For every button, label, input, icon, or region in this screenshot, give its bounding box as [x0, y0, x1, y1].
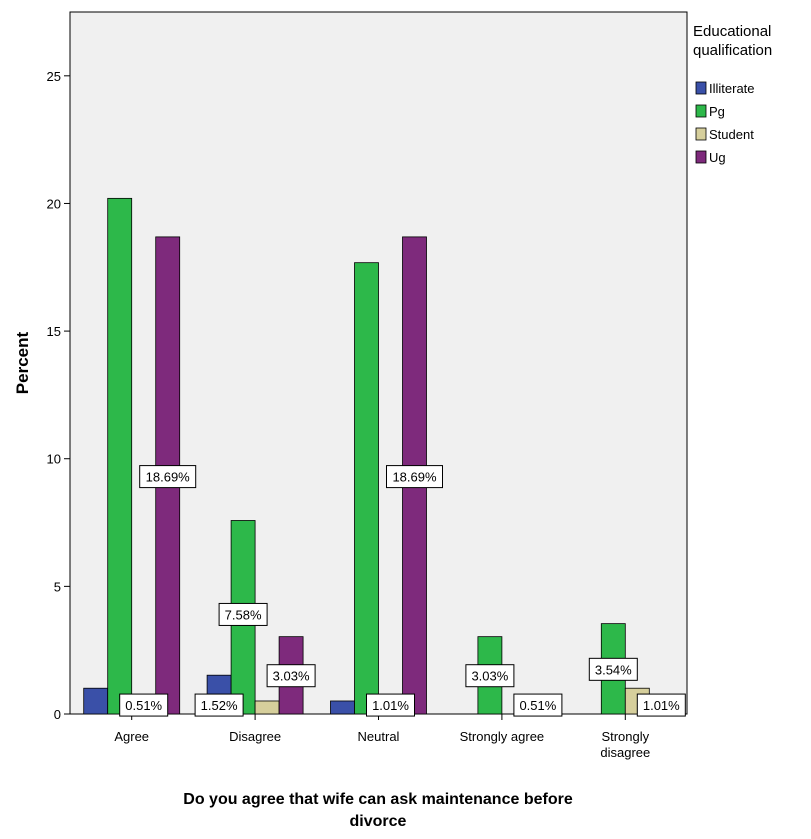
legend-label: Ug	[709, 150, 726, 165]
y-tick-label: 25	[47, 69, 61, 84]
legend-swatch	[695, 127, 707, 141]
data-label: 0.51%	[519, 698, 556, 713]
data-label: 1.52%	[201, 698, 238, 713]
data-label-box	[194, 693, 244, 717]
x-tick-label: Disagree	[229, 729, 281, 744]
x-tick-label: Agree	[114, 729, 149, 744]
legend-label: Student	[709, 127, 754, 142]
x-axis-title-line-2: divorce	[350, 813, 407, 830]
legend-title: Educational	[693, 23, 771, 40]
legend: Educational qualification Illiterate Pg Stud…	[693, 23, 772, 165]
bar-illiterate	[83, 687, 109, 715]
y-tick-label: 15	[47, 324, 61, 339]
data-label: 3.03%	[471, 669, 508, 684]
legend-swatch	[695, 81, 707, 95]
y-tick-label: 5	[54, 579, 61, 594]
data-label-box	[139, 465, 197, 489]
data-label-box	[218, 602, 268, 626]
data-label: 18.69%	[146, 470, 191, 485]
data-label: 1.01%	[372, 698, 409, 713]
data-label-box	[513, 693, 563, 717]
data-label: 1.01%	[643, 698, 680, 713]
data-label: 3.03%	[273, 669, 310, 684]
legend-title: qualification	[693, 42, 772, 59]
data-label: 18.69%	[392, 470, 437, 485]
y-tick-label: 10	[47, 452, 61, 467]
legend-label: Pg	[709, 104, 725, 119]
x-axis-title-line-1: Do you agree that wife can ask maintenan…	[183, 791, 573, 808]
legend-label: Illiterate	[709, 81, 755, 96]
bar-pg	[107, 197, 133, 715]
x-tick-label: Strongly	[601, 729, 649, 744]
x-axis: Agree Disagree Neutral Strongly agree Strong…	[114, 714, 650, 760]
y-tick-label: 20	[47, 196, 61, 211]
data-label-box	[366, 693, 415, 717]
bar-student	[254, 700, 280, 715]
legend-swatch	[695, 104, 707, 118]
data-label-box	[119, 693, 169, 717]
x-tick-label: Strongly agree	[460, 729, 545, 744]
x-tick-label: disagree	[600, 745, 650, 760]
data-label-box	[266, 664, 316, 688]
y-axis: 0 5 10 15 20 25	[47, 69, 70, 722]
data-label: 7.58%	[225, 607, 262, 622]
legend-swatch	[695, 150, 707, 164]
x-tick-label: Neutral	[358, 729, 400, 744]
data-labels-group: 18.69% 0.51% 7.58% 1.52% 3.03% 18.69% 1.01% 3.0…	[119, 465, 686, 717]
data-label-box	[588, 657, 638, 681]
bar-illiterate	[330, 700, 355, 715]
data-label: 0.51%	[125, 698, 162, 713]
y-tick-label: 0	[54, 707, 61, 722]
data-label: 3.54%	[595, 662, 632, 677]
data-label-box	[386, 465, 443, 489]
bar-pg	[354, 262, 379, 715]
y-axis-title: Percent	[13, 331, 32, 394]
data-label-box	[636, 693, 686, 717]
data-label-box	[465, 664, 515, 688]
